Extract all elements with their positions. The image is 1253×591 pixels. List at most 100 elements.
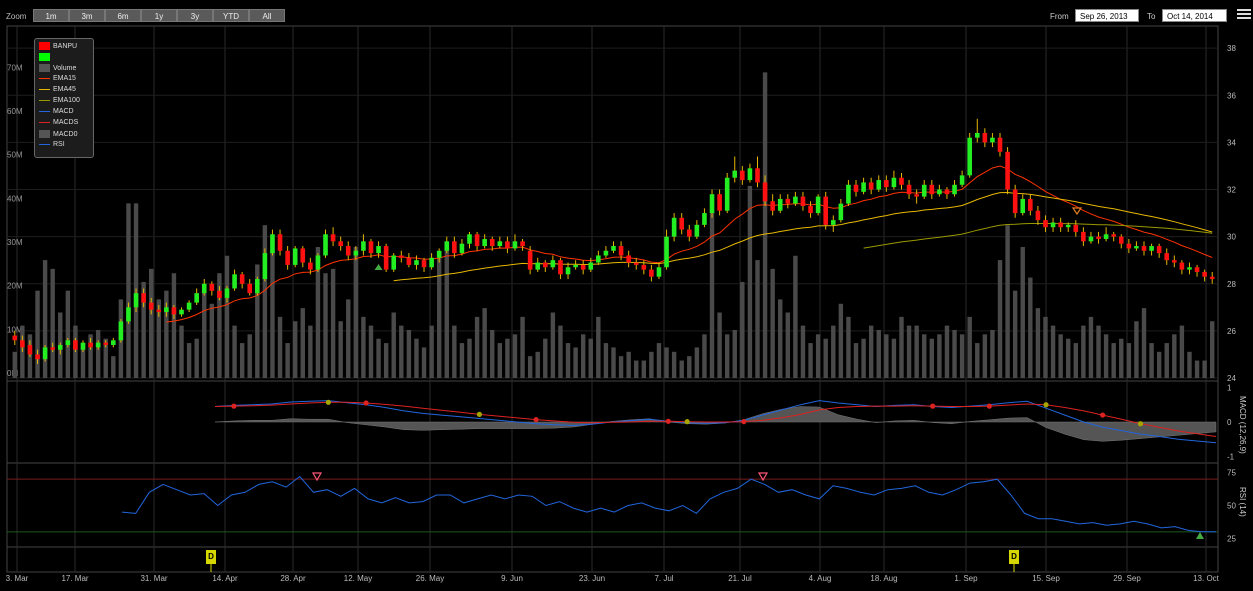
- candle-body: [467, 234, 472, 244]
- candle-body: [527, 250, 533, 270]
- candle-body: [603, 250, 609, 256]
- candle-body: [368, 241, 374, 254]
- x-tick-label: 26. May: [416, 574, 444, 583]
- candle-body: [512, 241, 518, 249]
- volume-bar: [603, 343, 609, 378]
- volume-bar: [209, 303, 215, 378]
- candle-body: [1096, 236, 1101, 239]
- dividend-flag[interactable]: D: [206, 550, 216, 564]
- candle-body: [830, 220, 836, 225]
- candle-body: [990, 137, 995, 143]
- candle-body: [452, 241, 457, 254]
- candle-body: [398, 255, 404, 258]
- candle-body: [459, 243, 465, 254]
- volume-bar: [88, 334, 93, 378]
- candle-body: [1103, 234, 1109, 239]
- zoom-button-all[interactable]: All: [249, 9, 285, 22]
- candle-body: [436, 250, 442, 258]
- candle-body: [12, 335, 18, 341]
- volume-bar: [785, 312, 791, 378]
- zoom-button-3m[interactable]: 3m: [69, 9, 105, 22]
- legend-item-ema100[interactable]: EMA100: [39, 97, 80, 107]
- volume-bar: [967, 316, 972, 378]
- volume-tick-label: 60M: [7, 107, 23, 116]
- candle-body: [323, 234, 328, 256]
- candle-body: [353, 250, 359, 256]
- price-tick-label: 26: [1227, 327, 1236, 336]
- candle-body: [740, 170, 745, 181]
- candle-body: [535, 262, 541, 270]
- volume-bar: [376, 338, 381, 378]
- candle-body: [194, 293, 199, 303]
- candle-body: [921, 184, 927, 197]
- candle-body: [232, 274, 237, 289]
- volume-bar: [543, 338, 548, 378]
- candle-body: [1194, 267, 1200, 272]
- candle-body: [914, 194, 919, 197]
- candle-body: [474, 234, 480, 247]
- volume-bar: [709, 212, 715, 378]
- candle-body: [649, 269, 654, 277]
- candle-body: [633, 262, 639, 265]
- volume-bar: [1187, 351, 1192, 378]
- legend-item-volume[interactable]: Volume: [39, 64, 76, 74]
- zoom-button-6m[interactable]: 6m: [105, 9, 141, 22]
- volume-bar: [997, 260, 1003, 378]
- volume-bar: [338, 321, 343, 378]
- toolbar: Zoom 1m 3m 6m 1y 3y YTD All From Sep 26, 2013 …: [0, 0, 1253, 26]
- candle-body: [1126, 243, 1132, 249]
- volume-bar: [444, 247, 449, 378]
- x-tick-label: 1. Sep: [954, 574, 978, 583]
- volume-bar: [149, 268, 154, 378]
- buy-signal-triangle: [374, 264, 383, 270]
- volume-tick-label: 30M: [7, 238, 23, 247]
- candle-body: [1134, 246, 1139, 249]
- candle-body: [664, 236, 669, 268]
- menu-icon[interactable]: [1237, 7, 1251, 23]
- candle-body: [846, 184, 851, 204]
- legend-item-macd[interactable]: MACD: [39, 108, 74, 118]
- candle-body: [179, 309, 184, 315]
- zoom-button-ytd[interactable]: YTD: [213, 9, 249, 22]
- zoom-button-1m[interactable]: 1m: [33, 9, 69, 22]
- zoom-button-3y[interactable]: 3y: [177, 9, 213, 22]
- from-date-field[interactable]: Sep 26, 2013: [1075, 9, 1139, 22]
- candle-body: [1012, 189, 1018, 214]
- price-tick-label: 38: [1227, 44, 1236, 53]
- volume-bar: [505, 338, 510, 378]
- candle-body: [937, 189, 942, 195]
- candle-body: [300, 248, 306, 263]
- legend-item-ema45[interactable]: EMA45: [39, 86, 76, 96]
- x-tick-label: 13. Oct: [1193, 574, 1220, 583]
- to-date-field[interactable]: Oct 14, 2014: [1162, 9, 1227, 22]
- legend-item-ema15[interactable]: EMA15: [39, 75, 76, 85]
- from-label: From: [1050, 12, 1069, 21]
- legend-item-banpu[interactable]: BANPU: [39, 42, 77, 52]
- candle-body: [88, 342, 93, 348]
- volume-bar: [270, 238, 275, 378]
- volume-bar: [815, 334, 821, 378]
- candle-body: [50, 347, 55, 350]
- volume-bar: [876, 329, 881, 378]
- legend-item-macd0[interactable]: MACD0: [39, 130, 78, 140]
- volume-bar: [914, 325, 919, 378]
- legend-item-rsi[interactable]: RSI: [39, 141, 65, 151]
- candle-body: [57, 345, 63, 350]
- legend-item-up[interactable]: [39, 53, 53, 63]
- candle-body: [308, 262, 313, 270]
- volume-bar: [164, 290, 169, 378]
- volume-bar: [671, 351, 677, 378]
- candle-body: [838, 203, 844, 221]
- candle-body: [186, 302, 192, 310]
- zoom-button-1y[interactable]: 1y: [141, 9, 177, 22]
- volume-bar: [550, 312, 556, 378]
- dividend-flag[interactable]: D: [1009, 550, 1019, 564]
- legend-item-macds[interactable]: MACDS: [39, 119, 78, 129]
- volume-bar: [80, 343, 86, 378]
- price-tick-label: 28: [1227, 280, 1236, 289]
- volume-bar: [702, 334, 707, 378]
- plot-frame: [6, 25, 1219, 573]
- candle-body: [217, 290, 222, 298]
- volume-bar: [861, 338, 866, 378]
- volume-bar: [740, 281, 745, 378]
